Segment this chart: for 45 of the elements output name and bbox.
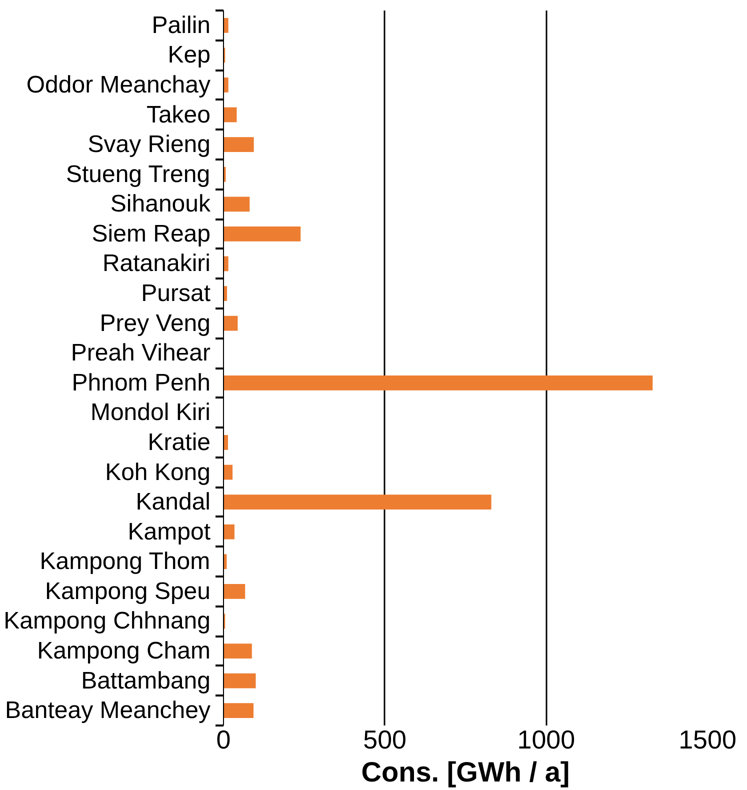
y-tick-label: Kandal (136, 488, 211, 516)
bar (224, 584, 246, 599)
bar (224, 673, 256, 688)
y-tick-label: Sihanouk (110, 190, 212, 218)
bar (224, 137, 254, 152)
x-tick-label: 1000 (517, 724, 576, 754)
x-tick-label: 0 (216, 724, 231, 754)
y-tick-label: Kampong Speu (45, 578, 211, 605)
y-tick-label: Mondol Kiri (90, 399, 210, 426)
y-tick-label: Oddor Meanchay (26, 71, 211, 98)
y-tick-label: Kampong Chhnang (4, 608, 211, 635)
y-tick-label: Takeo (146, 101, 211, 128)
y-tick-label: Stueng Treng (66, 160, 210, 188)
bar (224, 375, 653, 390)
y-tick-label: Kampong Thom (40, 548, 210, 576)
x-tick-label: 500 (363, 724, 407, 754)
bar (224, 644, 252, 658)
y-tick-label: Kampong Cham (37, 638, 211, 665)
y-tick-label: Kampot (128, 518, 211, 546)
bar (224, 316, 238, 331)
y-tick-label: Banteay Meanchey (5, 697, 211, 724)
y-tick-label: Svay Rieng (88, 131, 211, 158)
bar (224, 107, 237, 122)
y-tick-label: Kratie (148, 428, 211, 456)
x-tick-label: 1500 (678, 724, 736, 754)
y-tick-label: Phnom Penh (72, 369, 211, 396)
y-tick-label: Koh Kong (105, 458, 210, 486)
y-tick-label: Preah Vihear (70, 340, 211, 367)
y-tick-label: Siem Reap (92, 220, 211, 248)
y-tick-label: Kep (168, 42, 210, 69)
bar (224, 18, 228, 33)
y-tick-label: Pailin (152, 12, 211, 39)
bar (224, 703, 254, 718)
bar (224, 494, 492, 510)
bar (224, 464, 233, 480)
y-tick-label: Pursat (141, 280, 211, 308)
bar (224, 226, 301, 242)
bar (224, 196, 250, 212)
bar (224, 256, 228, 272)
y-tick-label: Ratanakiri (102, 250, 210, 278)
x-axis-title: Cons. [GWh / a] (361, 756, 570, 788)
y-tick-label: Battambang (81, 667, 210, 694)
bar (224, 78, 228, 92)
y-tick-label: Prey Veng (100, 310, 211, 337)
bar (224, 524, 234, 540)
